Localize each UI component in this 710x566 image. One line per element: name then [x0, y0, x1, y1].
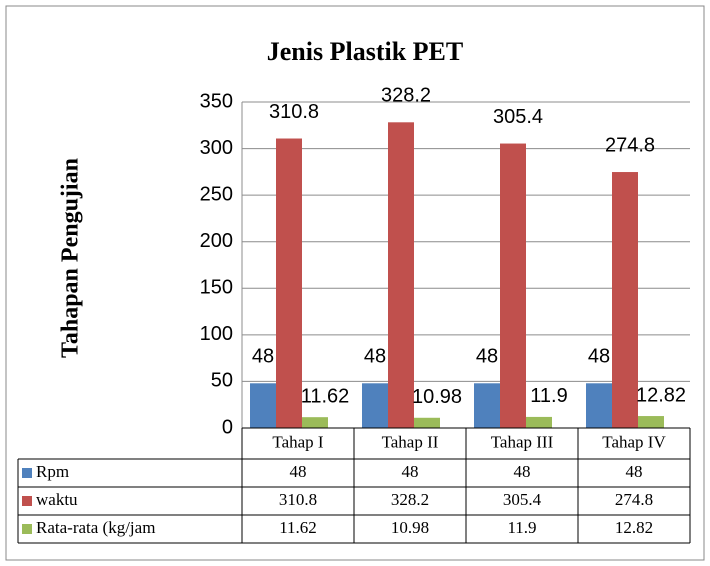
- table-cell: 48: [290, 462, 307, 481]
- bar: [500, 143, 526, 428]
- data-label: 274.8: [605, 134, 655, 156]
- y-tick-label: 0: [222, 416, 233, 438]
- data-label: 11.62: [301, 385, 350, 407]
- bar: [250, 383, 276, 428]
- bar: [526, 416, 552, 428]
- bar: [414, 417, 440, 428]
- bar: [362, 383, 388, 428]
- y-tick-label: 300: [200, 137, 233, 159]
- legend-swatch: [22, 524, 32, 534]
- data-label: 12.82: [636, 384, 686, 406]
- table-cell: 274.8: [615, 490, 653, 509]
- bar: [276, 138, 302, 428]
- table-cell: 48: [402, 462, 419, 481]
- data-label: 48: [588, 346, 610, 368]
- y-tick-label: 200: [200, 230, 233, 252]
- y-tick-label: 50: [211, 370, 233, 392]
- bar: [302, 417, 328, 428]
- data-label: 11.9: [530, 385, 567, 407]
- data-label: 48: [476, 346, 498, 368]
- data-label: 10.98: [412, 386, 462, 408]
- table-cell: 48: [514, 462, 531, 481]
- y-tick-label: 250: [200, 183, 233, 205]
- bar: [474, 383, 500, 428]
- bar: [388, 122, 414, 428]
- legend-label: Rata-rata (kg/jam: [36, 518, 155, 537]
- table-cell: 48: [626, 462, 643, 481]
- data-label: 310.8: [269, 101, 319, 123]
- data-label: 305.4: [493, 106, 543, 128]
- legend-swatch: [22, 496, 32, 506]
- table-cell: 305.4: [503, 490, 542, 509]
- table-cell: 310.8: [279, 490, 317, 509]
- y-tick-label: 100: [200, 323, 233, 345]
- table-cell: 11.62: [279, 518, 317, 537]
- legend-swatch: [22, 468, 32, 478]
- legend-label: waktu: [36, 490, 78, 509]
- y-tick-label: 150: [200, 277, 233, 299]
- bar: [586, 383, 612, 428]
- x-tick-label: Tahap I: [272, 432, 324, 451]
- x-tick-label: Tahap IV: [602, 432, 666, 451]
- data-label: 328.2: [381, 85, 431, 107]
- data-label: 48: [252, 346, 274, 368]
- table-cell: 12.82: [615, 518, 653, 537]
- legend-label: Rpm: [36, 462, 69, 481]
- y-tick-label: 350: [200, 90, 233, 112]
- table-cell: 328.2: [391, 490, 429, 509]
- y-axis-label: Tahapan Pengujian: [58, 158, 84, 358]
- bar: [612, 172, 638, 428]
- x-tick-label: Tahap II: [382, 432, 439, 451]
- chart-title: Jenis Plastik PET: [267, 37, 463, 66]
- data-label: 48: [364, 346, 386, 368]
- bar: [638, 416, 664, 428]
- x-tick-label: Tahap III: [491, 432, 554, 451]
- chart-border: [5, 5, 705, 561]
- table-cell: 10.98: [391, 518, 429, 537]
- table-cell: 11.9: [507, 518, 536, 537]
